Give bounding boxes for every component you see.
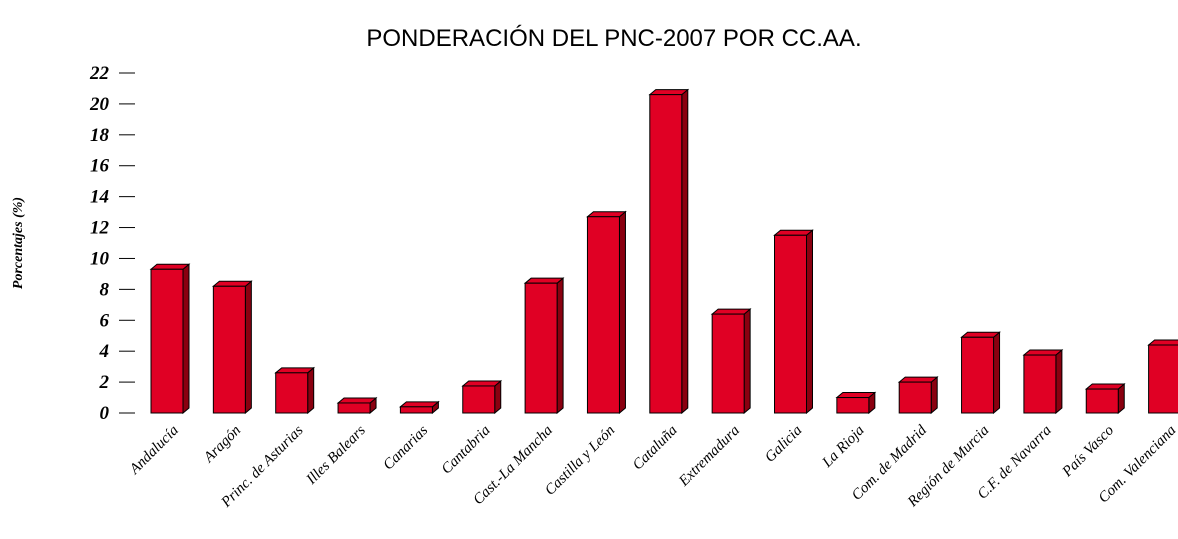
bar: [274, 366, 316, 415]
y-tick-label: 18: [90, 125, 110, 146]
bar-face: [399, 406, 433, 414]
bar-face: [835, 392, 877, 399]
x-tick-label: Cantabria: [439, 423, 494, 478]
bar: [835, 391, 877, 415]
bar: [523, 277, 565, 415]
chart-title: PONDERACIÓN DEL PNC-2007 POR CC.AA.: [366, 25, 861, 52]
bar: [1147, 339, 1178, 414]
bar-face: [806, 229, 813, 415]
bar: [648, 88, 690, 415]
bar: [960, 331, 1001, 415]
bar-face: [399, 401, 440, 408]
bar-face: [307, 366, 315, 415]
bar: [461, 379, 503, 415]
bar-face: [774, 234, 807, 414]
bar-face: [586, 216, 620, 414]
bar-face: [711, 313, 745, 414]
x-tick-label: Canarias: [380, 422, 431, 473]
bar-face: [150, 268, 184, 414]
y-tick-label: 22: [89, 63, 110, 84]
bar-face: [993, 331, 1001, 415]
bar-face: [244, 280, 252, 415]
bar-face: [212, 285, 246, 414]
bar-face: [710, 308, 752, 315]
bar: [399, 400, 440, 415]
bar-face: [461, 380, 503, 387]
y-tick-label: 10: [90, 248, 110, 269]
bar-face: [743, 308, 751, 415]
bar-face: [211, 280, 253, 287]
x-tick-label: País Vasco: [1059, 422, 1118, 481]
bar-face: [149, 263, 191, 270]
bar-face: [648, 89, 690, 96]
y-tick-label: 0: [100, 403, 110, 424]
bar-face: [556, 277, 564, 415]
bar-face: [897, 376, 939, 383]
bar-face: [462, 385, 496, 414]
bar-face: [1147, 339, 1178, 346]
x-tick-label: Cataluña: [630, 423, 681, 474]
bar-face: [773, 229, 814, 236]
bar-face: [649, 94, 683, 414]
y-tick-label: 6: [100, 310, 110, 331]
x-tick-label: Andalucía: [126, 423, 182, 479]
bar-face: [618, 210, 626, 415]
bar-face: [182, 263, 190, 415]
bar-face: [1084, 383, 1126, 390]
bar-face: [275, 372, 309, 414]
y-tick-label: 16: [90, 156, 110, 177]
y-tick-label: 2: [99, 372, 110, 393]
bar-face: [336, 397, 378, 404]
bar-face: [1085, 388, 1119, 414]
bar: [1084, 382, 1126, 415]
bar: [773, 229, 814, 415]
x-tick-label: La Rioja: [819, 423, 868, 472]
x-tick-label: Illes Balears: [303, 422, 369, 488]
bar: [1022, 348, 1064, 415]
bar-face: [1023, 354, 1057, 414]
x-tick-label: Extremadura: [675, 423, 743, 491]
bar-face: [524, 282, 558, 414]
bar-face: [681, 88, 689, 415]
x-tick-label: Aragón: [200, 423, 244, 467]
bar-face: [523, 277, 565, 284]
bar-face: [961, 336, 995, 414]
bar-face: [836, 397, 870, 414]
bar: [211, 280, 253, 415]
bar: [710, 308, 752, 415]
x-tick-label: Galicia: [762, 423, 805, 466]
bar-face: [898, 381, 932, 414]
bar-face: [960, 331, 1001, 338]
y-tick-label: 20: [89, 94, 110, 115]
y-tick-label: 8: [100, 279, 110, 300]
y-tick-label: 12: [90, 218, 110, 239]
bar-face: [586, 211, 627, 218]
bar-face: [274, 367, 316, 374]
y-tick-label: 4: [99, 341, 110, 362]
bar-face: [1148, 344, 1178, 414]
bar-face: [337, 402, 371, 414]
bar-face: [930, 376, 938, 415]
bar: [586, 210, 627, 415]
bar-face: [1022, 349, 1064, 356]
bar: [149, 263, 191, 415]
bar-face: [1055, 348, 1063, 415]
bar: [897, 376, 939, 415]
y-axis-label: Porcentajes (%): [11, 197, 26, 289]
bar: [336, 396, 378, 415]
y-tick-label: 14: [90, 187, 109, 208]
